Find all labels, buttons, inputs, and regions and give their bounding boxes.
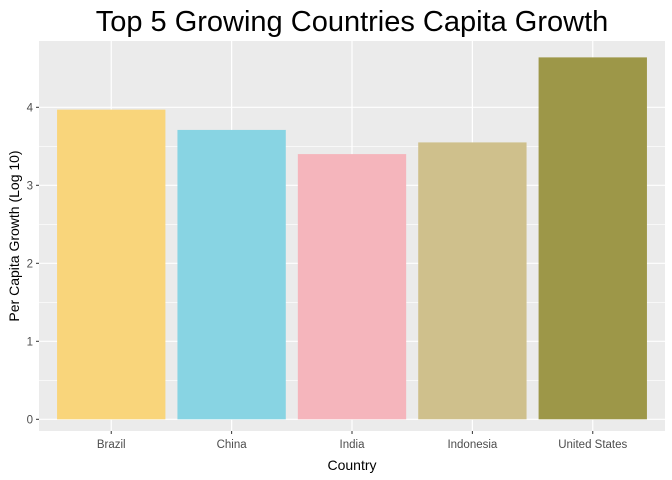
x-tick-label: China xyxy=(217,439,248,451)
y-axis-title: Per Capita Growth (Log 10) xyxy=(6,150,22,321)
bar-indonesia xyxy=(418,142,527,420)
x-axis-ticks: Brazil China India Indonesia United States xyxy=(97,431,628,451)
y-tick-label: 1 xyxy=(27,336,33,348)
y-tick-label: 3 xyxy=(27,180,33,192)
x-tick-label: India xyxy=(340,439,366,451)
y-tick-label: 2 xyxy=(27,258,33,270)
y-tick-label: 0 xyxy=(27,414,33,426)
bar-india xyxy=(297,154,407,420)
bar-united-states xyxy=(538,57,647,420)
chart-title: Top 5 Growing Countries Capita Growth xyxy=(96,6,609,38)
x-tick-label: Indonesia xyxy=(447,439,497,451)
bar-brazil xyxy=(57,109,166,420)
y-tick-label: 4 xyxy=(27,102,34,114)
bars xyxy=(57,57,647,420)
y-axis-ticks: 0 1 2 3 4 xyxy=(27,102,39,426)
x-axis-title: Country xyxy=(327,457,376,473)
bar-china xyxy=(177,129,286,420)
x-tick-label: Brazil xyxy=(97,439,126,451)
x-tick-label: United States xyxy=(558,439,627,451)
